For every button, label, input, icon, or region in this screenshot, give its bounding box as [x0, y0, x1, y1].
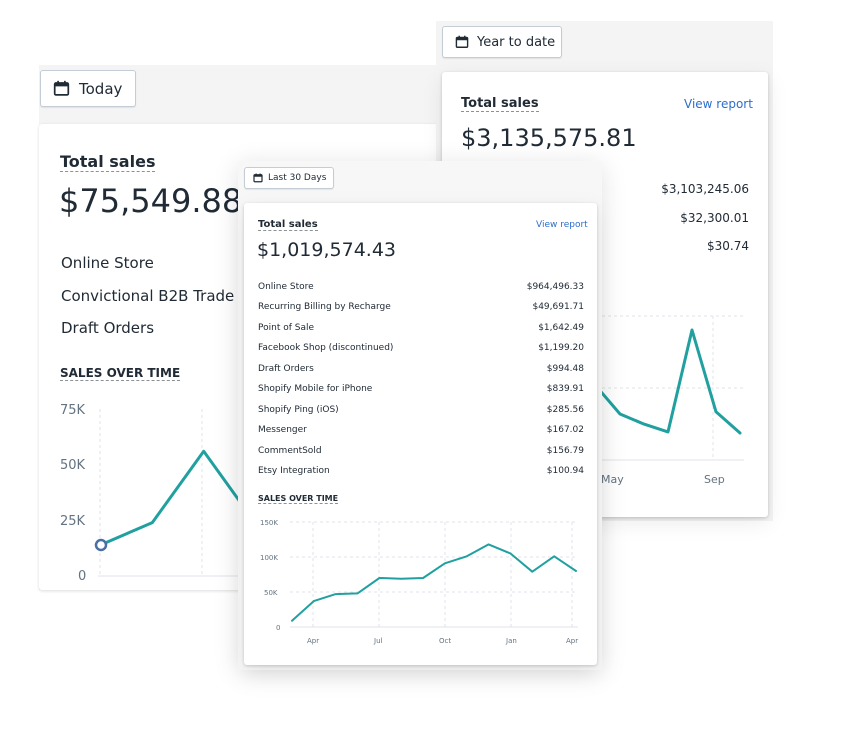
channel-value: $285.56 — [546, 405, 584, 415]
year-date-label: Year to date — [477, 34, 556, 50]
channel-name: Online Store — [258, 282, 314, 292]
decor-plus-icon: + — [18, 585, 34, 606]
channel-value: $49,691.71 — [532, 302, 584, 312]
channel-value: $839.91 — [546, 384, 584, 394]
channel-name: Draft Orders — [258, 364, 314, 374]
today-channel-convictional: Convictional B2B Trade Net — [61, 287, 266, 305]
channel-value: $994.48 — [546, 364, 584, 374]
month-sales-chart: 150K 100K 50K 0 Apr Jul Oct Jan Apr — [260, 519, 578, 645]
y-tick-label: 100K — [260, 554, 278, 562]
x-tick-label: Apr — [566, 637, 578, 645]
today-channel-draft-orders: Draft Orders — [61, 319, 155, 337]
y-tick-label: 25K — [60, 514, 86, 529]
calendar-icon — [53, 80, 70, 96]
calendar-icon — [455, 35, 469, 48]
year-value-1: $3,103,245.06 — [661, 182, 749, 196]
month-sales-card — [244, 203, 597, 665]
channel-name: Shopify Ping (iOS) — [258, 405, 339, 415]
today-total-sales-title[interactable]: Total sales — [60, 152, 156, 172]
y-tick-label: 50K — [264, 589, 278, 597]
hover-point[interactable] — [94, 538, 108, 552]
year-sales-chart: May Sep — [596, 315, 744, 486]
channel-value: $964,496.33 — [526, 282, 584, 292]
year-total-amount: $3,135,575.81 — [461, 124, 637, 152]
y-tick-label: 50K — [60, 458, 86, 473]
month-view-report-link[interactable]: View report — [536, 220, 588, 230]
y-tick-label: 75K — [60, 403, 86, 418]
month-total-amount: $1,019,574.43 — [257, 239, 397, 261]
today-channel-online-store: Online Store — [61, 254, 154, 272]
month-date-label: Last 30 Days — [268, 173, 327, 183]
channel-name: Facebook Shop (discontinued) — [258, 343, 394, 353]
month-total-sales-title[interactable]: Total sales — [258, 219, 318, 231]
x-tick-label: May — [601, 473, 624, 486]
year-view-report-link[interactable]: View report — [684, 97, 753, 111]
x-tick-label: Sep — [704, 473, 725, 486]
channel-name: Point of Sale — [258, 323, 315, 333]
month-chart-label[interactable]: SALES OVER TIME — [258, 494, 339, 504]
calendar-icon — [253, 173, 263, 183]
channel-value: $100.94 — [546, 466, 584, 476]
today-sales-chart: 75K 50K 25K 0 — [60, 403, 245, 584]
x-tick-label: Jul — [373, 637, 383, 645]
month-date-button[interactable]: Last 30 Days — [244, 167, 334, 189]
channel-value: $167.02 — [546, 425, 584, 435]
today-date-button[interactable]: Today — [40, 70, 136, 107]
channel-name: Etsy Integration — [258, 466, 330, 476]
y-tick-label: 0 — [78, 569, 86, 584]
year-total-sales-title[interactable]: Total sales — [461, 96, 539, 112]
sales-line — [99, 449, 245, 547]
year-value-3: $30.74 — [707, 239, 749, 253]
x-tick-label: Apr — [307, 637, 319, 645]
channel-name: CommentSold — [258, 446, 322, 456]
today-chart-label[interactable]: SALES OVER TIME — [60, 366, 181, 381]
y-tick-label: 0 — [276, 624, 280, 632]
sales-line — [291, 543, 577, 622]
channel-value: $1,199.20 — [538, 343, 584, 353]
today-total-amount: $75,549.88 — [59, 182, 243, 220]
channel-name: Recurring Billing by Recharge — [258, 302, 391, 312]
channel-name: Messenger — [258, 425, 307, 435]
x-tick-label: Jan — [505, 637, 517, 645]
channel-name: Shopify Mobile for iPhone — [258, 384, 373, 394]
year-value-2: $32,300.01 — [680, 211, 749, 225]
channel-value: $1,642.49 — [538, 323, 584, 333]
sales-line — [596, 328, 742, 435]
y-tick-label: 150K — [260, 519, 278, 527]
x-tick-label: Oct — [439, 637, 451, 645]
decor-circle-icon — [64, 620, 86, 642]
today-date-label: Today — [79, 79, 123, 98]
year-date-button[interactable]: Year to date — [442, 26, 562, 58]
channel-value: $156.79 — [546, 446, 584, 456]
